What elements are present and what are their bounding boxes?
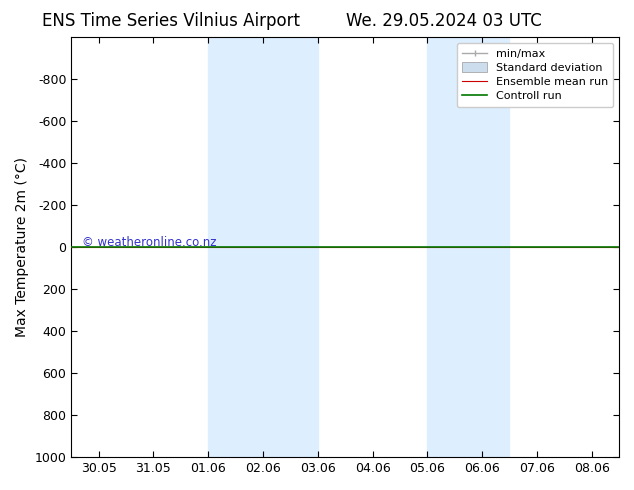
Bar (208, 37, 318, 457)
Y-axis label: Max Temperature 2m (°C): Max Temperature 2m (°C) (15, 157, 29, 337)
Text: We. 29.05.2024 03 UTC: We. 29.05.2024 03 UTC (346, 12, 541, 30)
Text: ENS Time Series Vilnius Airport: ENS Time Series Vilnius Airport (42, 12, 300, 30)
Legend: min/max, Standard deviation, Ensemble mean run, Controll run: min/max, Standard deviation, Ensemble me… (456, 43, 614, 107)
Text: © weatheronline.co.nz: © weatheronline.co.nz (82, 236, 217, 249)
Bar (427, 37, 510, 457)
